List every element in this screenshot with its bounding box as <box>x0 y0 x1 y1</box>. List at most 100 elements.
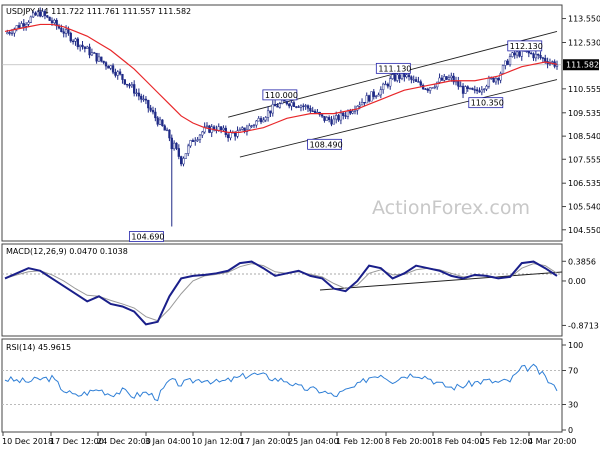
candle-body <box>125 83 129 86</box>
swing-label: 110.000 <box>265 91 298 100</box>
candle-body <box>323 115 326 121</box>
candle-body <box>382 83 385 90</box>
candle-body <box>184 153 188 159</box>
candle-body <box>248 125 251 130</box>
candle-body <box>372 91 375 97</box>
macd-line <box>4 260 558 326</box>
candle-body <box>438 77 441 83</box>
candle-body <box>429 87 432 91</box>
candle-body <box>27 22 30 25</box>
candle-body <box>504 60 507 66</box>
macd-header: MACD(12,26,9) 0.0470 0.1038 <box>6 247 128 256</box>
candle-body <box>43 11 47 16</box>
candle-body <box>539 54 542 58</box>
candle-body <box>480 89 483 93</box>
candle-body <box>365 95 368 104</box>
candle-body <box>95 52 98 62</box>
candle-body <box>436 81 439 88</box>
candle-body <box>278 103 281 108</box>
candle-body <box>177 148 180 157</box>
candle-body <box>501 65 505 74</box>
candle-body <box>515 51 519 56</box>
candle-body <box>405 74 408 78</box>
candle-body <box>114 71 117 76</box>
candle-body <box>266 110 270 118</box>
candle-body <box>39 11 42 17</box>
candle-body <box>475 89 479 92</box>
candle-body <box>492 77 495 83</box>
candle-body <box>506 60 509 65</box>
candle-body <box>419 81 422 86</box>
candle-body <box>133 84 136 94</box>
macd-axis: 0.3856 0.00 -0.8713 <box>562 257 599 330</box>
candle-body <box>97 56 101 62</box>
candle-body <box>60 27 63 33</box>
candle-body <box>71 40 75 43</box>
candle-body <box>203 126 206 133</box>
candle-body <box>168 129 171 139</box>
candle-body <box>393 74 397 81</box>
candle-body <box>433 86 437 88</box>
candle-body <box>198 134 202 140</box>
candle-body <box>530 52 533 55</box>
candle-body <box>22 23 25 27</box>
candle-body <box>555 64 559 67</box>
candle-body <box>10 32 14 35</box>
candle-body <box>149 107 152 111</box>
candle-body <box>360 102 364 106</box>
candle-body <box>147 99 150 109</box>
candle-body <box>332 118 336 125</box>
candle-body <box>457 80 460 87</box>
time-tick-label: 10 Dec 2018 <box>2 437 53 446</box>
candle-body <box>161 119 164 127</box>
candle-body <box>443 76 446 81</box>
candle-body <box>447 77 451 80</box>
candle-body <box>86 46 89 49</box>
candle-body <box>299 105 303 108</box>
candle-body <box>281 99 284 104</box>
candle-body <box>398 74 401 79</box>
candle-body <box>412 79 415 81</box>
candle-body <box>370 91 373 102</box>
time-tick-label: 3 Jan 04:00 <box>145 437 191 446</box>
time-tick-label: 8 Feb 20:00 <box>385 437 432 446</box>
time-tick-label: 1 Feb 12:00 <box>336 437 383 446</box>
candle-body <box>83 46 87 49</box>
rsi-axis: 100 70 30 0 <box>2 341 583 435</box>
candle-body <box>431 87 434 89</box>
candle-body <box>342 112 345 116</box>
candle-body <box>351 111 354 114</box>
candle-body <box>140 95 143 100</box>
candle-body <box>222 127 225 131</box>
candle-body <box>335 115 338 120</box>
candle-body <box>302 105 305 107</box>
candle-body <box>130 84 133 87</box>
swing-label: 111.130 <box>378 64 411 73</box>
candle-body <box>511 52 514 57</box>
price-tick-label: 107.555 <box>568 155 600 164</box>
swing-label: 112.130 <box>510 42 543 51</box>
candle-body <box>485 85 488 90</box>
candle-body <box>445 76 448 80</box>
candle-body <box>226 134 230 139</box>
candle-body <box>81 44 84 48</box>
candle-body <box>229 132 232 139</box>
time-tick-label: 17 Jan 20:00 <box>240 437 291 446</box>
candle-body <box>182 158 185 165</box>
price-header: USDJPY,H4 111.722 111.761 111.557 111.58… <box>6 7 191 16</box>
candle-body <box>414 79 418 82</box>
candle-body <box>34 12 37 16</box>
swing-labels: 104.690 110.000 108.490 111.130 110.350 112.1… <box>129 40 543 242</box>
watermark: ActionForex.com <box>372 197 530 219</box>
candle-body <box>410 76 413 80</box>
macd-tick-label: 0.00 <box>568 277 586 286</box>
candle-body <box>513 52 516 56</box>
candle-body <box>544 57 547 62</box>
macd-trendline <box>319 271 563 291</box>
macd-tick-label: -0.8713 <box>568 321 599 330</box>
swing-label-box <box>129 231 164 242</box>
candle-body <box>527 50 530 54</box>
candle-body <box>165 129 169 132</box>
rsi-panel-frame <box>1 338 563 433</box>
candle-body <box>116 71 119 76</box>
